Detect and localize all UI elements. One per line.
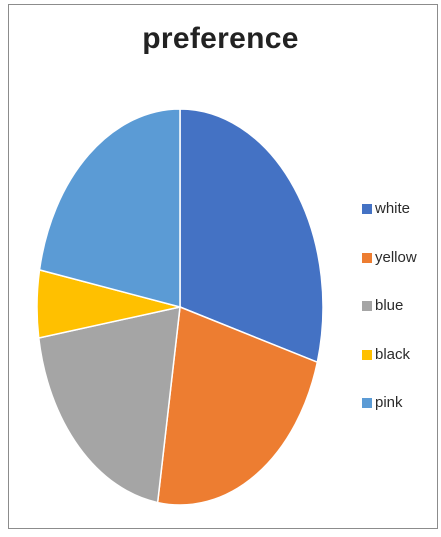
legend-swatch-blue	[362, 301, 372, 311]
legend-label-black: black	[375, 345, 411, 363]
pie-slice-yellow	[156, 305, 319, 506]
legend-swatch-yellow	[362, 252, 372, 263]
legend-label-blue: blue	[375, 297, 404, 314]
chart-title: preference	[142, 22, 299, 55]
legend-label-yellow: yellow	[375, 248, 417, 266]
pie-slice-pink	[38, 108, 181, 308]
legend-swatch-white	[362, 204, 372, 214]
pie-slice-white	[179, 108, 324, 364]
legend-swatch-black	[362, 349, 372, 360]
pie-slice-blue	[37, 306, 181, 504]
legend-swatch-pink	[362, 398, 372, 408]
legend-label-white: white	[375, 200, 411, 217]
legend-label-pink: pink	[375, 394, 403, 411]
